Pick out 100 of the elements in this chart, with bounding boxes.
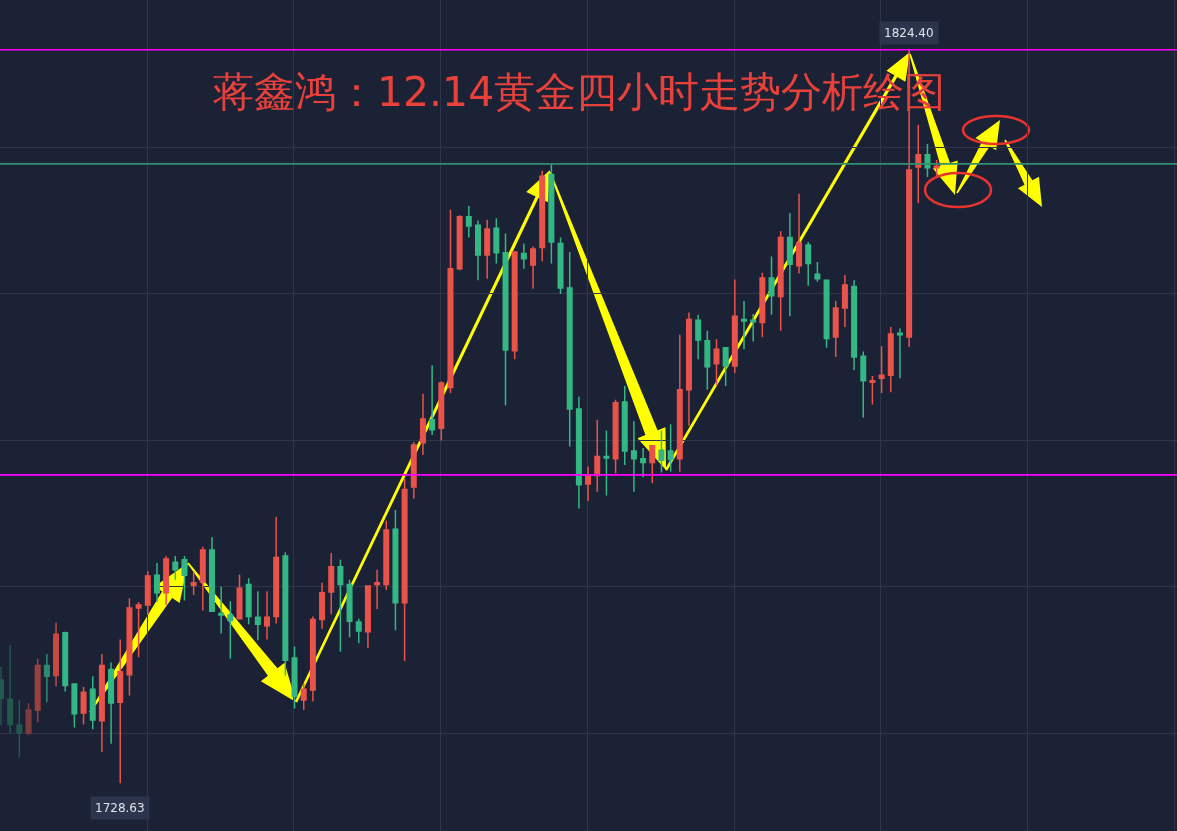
candlestick [621,385,628,466]
candlestick [429,364,436,436]
candlestick [199,546,206,612]
candlestick [475,219,481,282]
candlestick [181,555,188,602]
annotation: 1824.40 [884,26,934,40]
candlestick [823,278,830,349]
candlestick [80,686,87,726]
annotation: 1728.63 [95,801,145,815]
candlestick [832,300,839,358]
candlestick [750,313,757,343]
candlestick [392,509,399,632]
candlestick [300,682,307,711]
candlestick [640,447,647,478]
candlestick [163,555,170,606]
candlestick [264,590,271,641]
candlestick [16,699,23,759]
candlestick [658,429,665,474]
candlestick [117,638,124,785]
candlestick [484,219,491,280]
candlestick [630,420,637,493]
candlestick [520,242,527,270]
candlestick [190,570,197,596]
candlestick [172,555,179,581]
candlestick [741,300,748,350]
candlestick [62,631,69,693]
candlestick [759,271,766,338]
candlestick [860,350,867,419]
candlestick [447,209,454,394]
candlestick [667,423,674,473]
candlestick [695,314,702,360]
candlestick [126,597,133,697]
candlestick [704,330,711,391]
candlestick [245,577,252,625]
candlestick [208,536,215,613]
candlestick [796,193,803,275]
candlestick [401,477,408,662]
candlestick [153,562,160,603]
candlestick [575,395,582,510]
candlestick [878,345,885,394]
candlestick [676,333,683,473]
candlestick [364,584,371,649]
candlestick [566,251,573,448]
candlestick [0,666,5,727]
candlestick [410,441,417,500]
candlestick [896,327,903,380]
candlestick [548,163,555,265]
candlestick [539,170,546,262]
candlestick [337,559,344,653]
candlestick [887,326,894,393]
candlestick [273,516,280,625]
candlestick [869,375,876,406]
candlestick [805,241,812,287]
candlestick [493,217,500,265]
candlestick [768,255,775,316]
candlestick [53,621,60,687]
candlestick [722,346,729,387]
candlestick [374,569,381,610]
candlestick [291,645,298,710]
candlestick [7,644,14,734]
candlestick [530,245,537,290]
candlestick [319,582,326,630]
candlestick [933,159,940,177]
candlestick [89,675,96,730]
candlestick [465,205,472,239]
candlestick [777,230,784,332]
candlestick [731,278,738,374]
candlestick [383,520,390,591]
candlestick [144,570,151,616]
candlestick [227,600,234,660]
candlestick [511,250,518,360]
candlestick [328,552,335,615]
candlestick [419,392,426,456]
candlestick [841,274,848,328]
candlestick [685,311,692,427]
candlestick [309,615,316,703]
candlestick [282,551,289,677]
candlestick [915,124,922,204]
candlestick [851,279,858,371]
candlestick [71,682,78,729]
candlestick [355,618,362,645]
candlestick [814,261,821,283]
candlestick [98,653,105,753]
candlestick [649,444,656,485]
candlestick [34,657,41,723]
candlestick [585,465,592,502]
candlestick [346,579,353,638]
candlestick [594,418,601,493]
candlestick [135,601,142,658]
candlestick [236,573,243,621]
candlestick [713,338,720,386]
candlestick [502,232,509,406]
candlestick [786,212,793,318]
candlestick [612,399,619,475]
candlestick [254,590,261,642]
candlestick [603,429,610,497]
candlestick [438,380,445,442]
candlestick [25,702,32,737]
candlestick [218,585,225,635]
candlestick [456,214,463,272]
